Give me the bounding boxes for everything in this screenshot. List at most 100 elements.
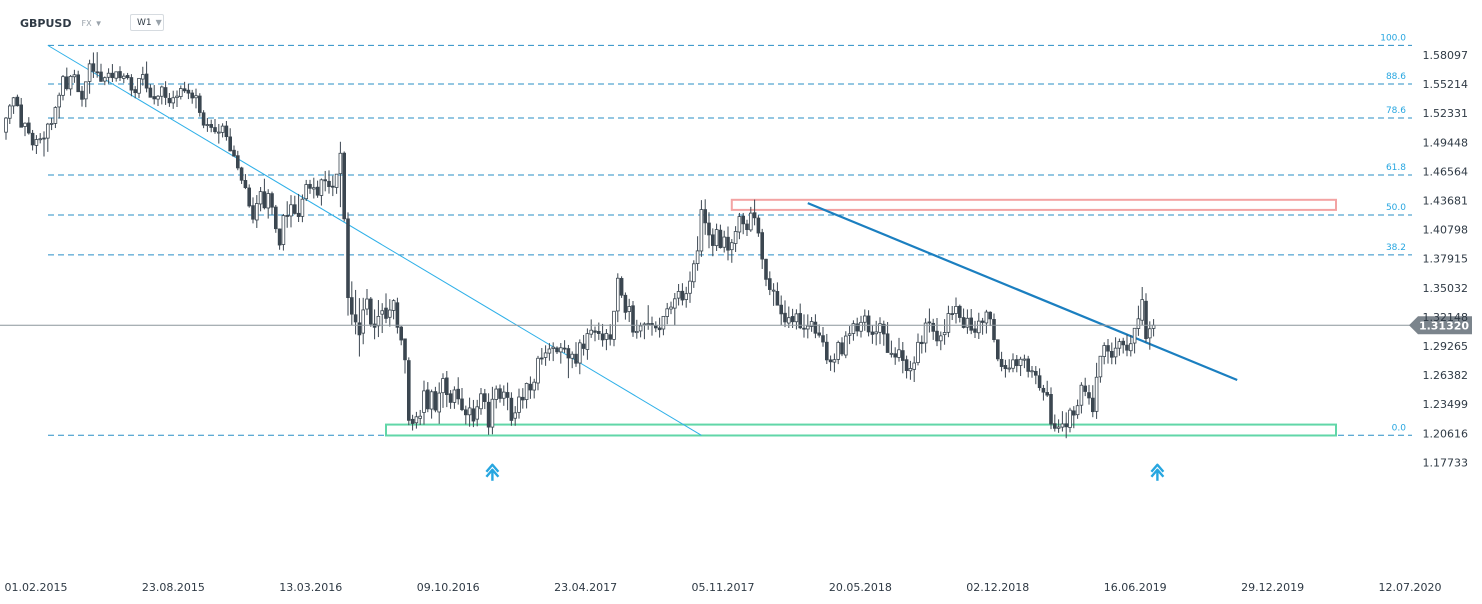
candle bbox=[1007, 359, 1011, 373]
candle bbox=[1087, 384, 1091, 405]
candle bbox=[137, 77, 141, 99]
candle bbox=[437, 382, 441, 424]
candle bbox=[684, 286, 688, 308]
candle-body bbox=[281, 215, 286, 245]
candle bbox=[627, 298, 631, 323]
candle bbox=[7, 104, 12, 125]
candle-body bbox=[133, 89, 138, 94]
candle-body bbox=[1102, 345, 1107, 357]
candle-body bbox=[593, 330, 597, 333]
candle bbox=[140, 66, 145, 86]
candle-body bbox=[680, 290, 685, 301]
candle bbox=[521, 388, 525, 409]
candle-body bbox=[87, 63, 92, 82]
candle bbox=[334, 173, 339, 194]
candle-body bbox=[30, 132, 35, 146]
candle bbox=[737, 212, 742, 240]
current-price-label: 1.31320 bbox=[1419, 319, 1469, 332]
candle-body bbox=[1083, 385, 1088, 392]
candle-body bbox=[958, 305, 962, 318]
candle bbox=[61, 75, 65, 101]
candle bbox=[562, 340, 567, 354]
fib-level-label: 50.0 bbox=[1386, 203, 1406, 213]
candle bbox=[144, 61, 149, 93]
candle-body bbox=[247, 187, 252, 207]
candle-body bbox=[543, 352, 548, 358]
candle-body bbox=[1075, 405, 1080, 416]
candle bbox=[730, 239, 734, 263]
candle-body bbox=[806, 325, 810, 330]
market-label: FX bbox=[81, 18, 92, 28]
symbol-label[interactable]: GBPUSD bbox=[20, 16, 72, 30]
candle-body bbox=[570, 353, 574, 359]
candle bbox=[623, 292, 628, 320]
candle bbox=[1148, 321, 1152, 350]
candle bbox=[494, 385, 498, 409]
candle bbox=[749, 206, 753, 232]
candle-body bbox=[920, 341, 924, 345]
candle bbox=[501, 385, 506, 406]
candle-body bbox=[844, 335, 848, 356]
candle-body bbox=[258, 191, 263, 205]
candle-body bbox=[144, 73, 149, 89]
candle-body bbox=[19, 104, 23, 128]
candle-body bbox=[1015, 359, 1019, 367]
candle-body bbox=[752, 212, 757, 219]
candle-body bbox=[1034, 370, 1038, 376]
candle-body bbox=[380, 310, 384, 315]
candle bbox=[156, 95, 160, 107]
y-tick-label: 1.46564 bbox=[1423, 165, 1469, 178]
chevron-down-icon[interactable]: ▼ bbox=[94, 18, 103, 28]
candle-body bbox=[885, 333, 890, 353]
candle-body bbox=[524, 383, 529, 400]
candle-body bbox=[289, 204, 293, 217]
candle-body bbox=[182, 88, 187, 92]
candle-body bbox=[950, 313, 954, 315]
candle-body bbox=[813, 321, 818, 334]
candle bbox=[361, 297, 365, 345]
current-price-tag bbox=[1409, 316, 1472, 335]
candle-body bbox=[34, 139, 39, 146]
candle-body bbox=[699, 209, 704, 252]
x-tick-label: 09.10.2016 bbox=[417, 581, 480, 594]
candle-body bbox=[91, 63, 96, 72]
candle-body bbox=[418, 415, 422, 419]
candle bbox=[23, 122, 27, 137]
candle-body bbox=[76, 74, 81, 93]
candle-body bbox=[707, 222, 711, 236]
candle bbox=[235, 150, 240, 171]
candle bbox=[84, 81, 88, 108]
candle bbox=[42, 131, 46, 157]
candle bbox=[676, 283, 681, 306]
candle-body bbox=[794, 313, 799, 323]
candle bbox=[251, 197, 255, 224]
candle-body bbox=[638, 325, 643, 332]
candle bbox=[482, 388, 487, 410]
candle bbox=[311, 177, 316, 199]
candle bbox=[608, 324, 612, 346]
candle-body bbox=[167, 97, 172, 104]
candle-body bbox=[125, 75, 130, 79]
candle-body bbox=[448, 393, 453, 403]
chart-header: GBPUSD FX ▼ bbox=[20, 14, 102, 32]
candle bbox=[228, 128, 233, 152]
candle bbox=[828, 355, 833, 371]
candle bbox=[977, 312, 981, 339]
candle-body bbox=[1072, 410, 1076, 416]
candle-body bbox=[273, 206, 278, 230]
fib-level-label: 0.0 bbox=[1392, 423, 1407, 433]
candle bbox=[471, 399, 476, 428]
candle bbox=[726, 226, 730, 261]
candle-body bbox=[562, 347, 567, 350]
candle-body bbox=[122, 75, 126, 79]
candle-body bbox=[129, 77, 134, 91]
candle-body bbox=[11, 97, 16, 107]
candle bbox=[912, 356, 916, 382]
candle-body bbox=[213, 127, 217, 133]
candle-body bbox=[471, 408, 476, 422]
timeframe-select[interactable]: W1 ▼ bbox=[130, 14, 164, 31]
candle-body bbox=[452, 389, 457, 403]
candle-body bbox=[224, 125, 229, 138]
candle-body bbox=[232, 149, 236, 157]
